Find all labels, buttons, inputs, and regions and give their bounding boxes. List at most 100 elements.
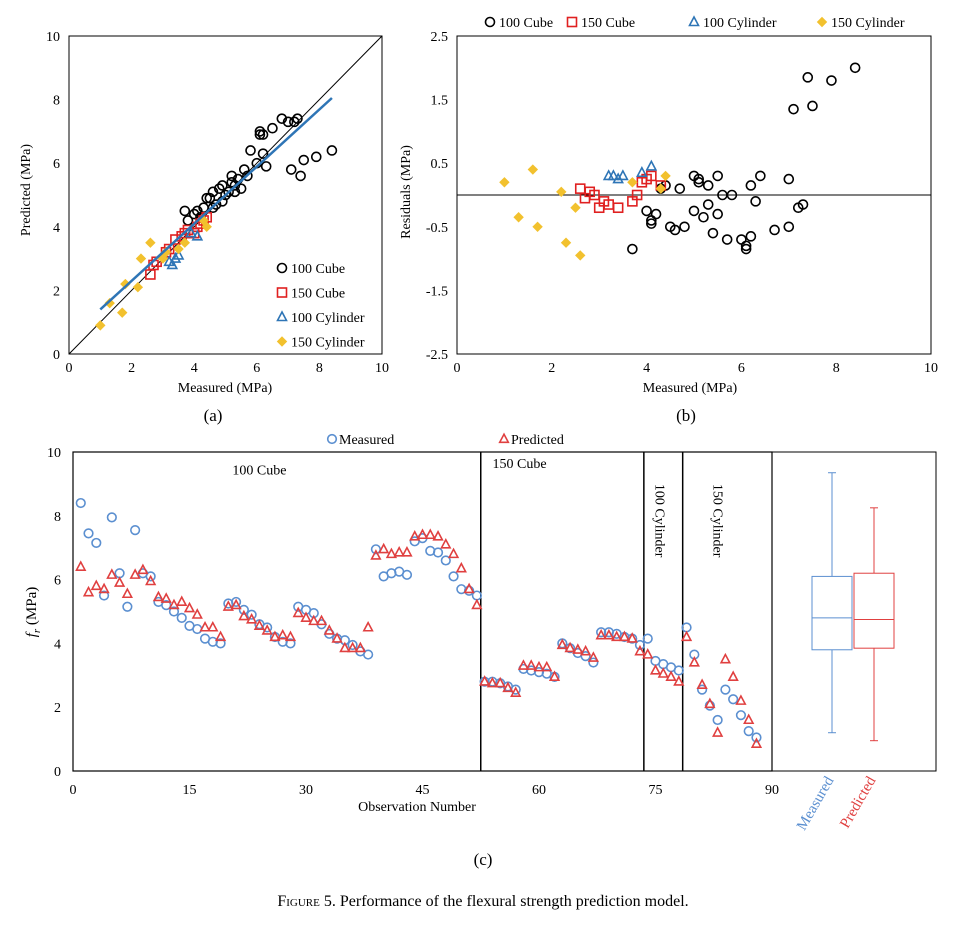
data-point [267,122,278,134]
data-point [424,528,436,540]
data-point [83,528,94,539]
data-point [229,180,241,191]
data-point [276,113,288,124]
data-point [354,641,366,653]
data-point [201,192,213,204]
data-point [681,622,692,633]
x-tick-label: 75 [649,783,663,798]
panel-a-x-axis-label: Measured (MPa) [178,381,273,396]
data-point [104,297,115,309]
data-point [499,177,510,188]
data-point [657,667,669,678]
legend-label: 100 Cube [291,262,345,277]
data-point [712,208,724,220]
legend-marker [276,287,288,298]
legend-marker [688,15,700,27]
legend-marker [276,262,288,274]
data-point [783,221,795,233]
group-label: 150 Cube [493,457,547,472]
data-point [226,176,238,188]
data-point [179,237,191,248]
y-tick-label: 8 [54,510,61,525]
fit-line [99,97,333,311]
data-point [587,651,599,662]
data-point [755,170,766,182]
data-point [627,243,638,255]
data-point [347,639,358,651]
data-point [513,212,524,223]
data-point [589,189,600,201]
data-point [257,148,269,159]
data-point [220,189,231,201]
data-point [655,183,667,194]
data-point [362,620,374,632]
y-tick-label: 2.5 [431,30,449,45]
data-point [517,659,530,670]
legend-marker [484,16,496,28]
data-point [440,538,452,549]
data-point [217,180,228,191]
data-point [617,169,629,181]
data-point [323,624,335,635]
data-point [696,684,708,695]
data-point [486,676,499,688]
data-point [213,183,225,194]
data-point [130,525,141,536]
data-point [160,592,172,603]
data-point [129,568,141,579]
data-point [95,320,106,331]
data-point [222,600,234,611]
data-point [447,547,460,559]
data-point [626,632,638,643]
legend-label: 150 Cylinder [831,16,905,31]
data-point [226,170,238,182]
data-point [702,180,714,191]
data-point [170,234,181,245]
data-point [284,630,297,642]
y-tick-label: 4 [54,637,61,652]
data-point [745,180,757,191]
data-point [214,630,227,642]
data-point [548,670,561,681]
y-tick-label: -0.5 [426,221,448,236]
data-point [245,145,256,156]
x-tick-label: 4 [643,361,650,376]
group-label: 100 Cylinder [651,484,666,558]
legend-label: Measured [339,433,394,448]
data-point [783,173,795,185]
data-point [575,250,586,261]
data-point [471,598,483,610]
figure-caption: Figure 5. Performance of the flexural st… [277,893,688,910]
data-point [717,189,728,201]
data-point [168,598,180,610]
data-point [745,231,757,242]
data-point [145,237,156,248]
data-point [292,113,303,124]
boxplot-measured: Measured [794,472,853,833]
data-point [173,243,184,255]
panel-a-scatter: 0 2 4 6 8 10 0 2 4 6 8 10 100 Cube 150 Cube 100 Cylind… [46,30,389,376]
data-point [440,555,451,566]
data-point [137,563,149,575]
data-point [106,512,117,523]
category-label: Predicted [837,774,879,831]
data-point [603,628,615,640]
data-point [673,665,684,676]
legend-label: 100 Cylinder [291,311,365,326]
legend-marker [276,336,288,347]
data-point [702,199,714,210]
data-point [91,537,102,549]
data-point [721,234,733,245]
data-point [269,630,281,642]
box-iqr [811,575,853,651]
data-point [113,576,126,587]
data-point [401,545,413,557]
data-point [556,638,568,650]
x-tick-label: 30 [299,783,313,798]
data-point [502,681,514,693]
data-point [698,211,709,223]
panel-b-label: (b) [676,406,696,425]
data-point [416,528,429,540]
data-point [849,62,861,74]
data-point [642,648,654,659]
